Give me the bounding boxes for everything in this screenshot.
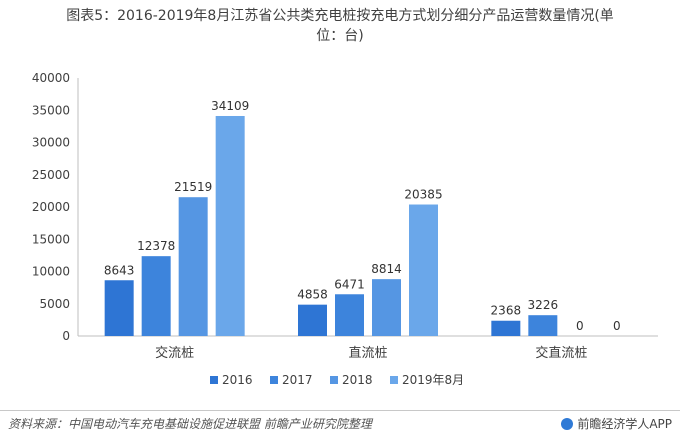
data-label: 3226 [528, 298, 559, 312]
data-label: 12378 [137, 239, 175, 253]
legend-swatch [330, 376, 338, 384]
data-label: 34109 [211, 99, 249, 113]
bar [335, 294, 364, 336]
y-tick-label: 0 [62, 329, 70, 343]
chart-title-line1: 图表5：2016-2019年8月江苏省公共类充电桩按充电方式划分细分产品运营数量… [66, 8, 614, 24]
legend-swatch [210, 376, 218, 384]
legend-label: 2017 [282, 373, 313, 387]
data-label: 8814 [371, 262, 402, 276]
y-tick-label: 40000 [32, 71, 70, 85]
data-label: 0 [576, 319, 584, 333]
y-tick-label: 35000 [32, 103, 70, 117]
bar [528, 315, 558, 336]
data-label: 21519 [174, 180, 212, 194]
bar-chart: 0 5000 10000 15000 20000 25000 30000 35000 40000… [32, 71, 658, 387]
bar [372, 279, 401, 336]
legend-swatch [390, 376, 398, 384]
brand-label: 前瞻经济学人APP [577, 417, 672, 431]
x-tick-label: 交直流桩 [535, 345, 587, 361]
y-tick-label: 20000 [32, 200, 70, 214]
y-tick-label: 30000 [32, 136, 70, 150]
data-label: 4858 [297, 288, 328, 302]
bar [104, 280, 134, 336]
x-tick-label: 交流桩 [155, 345, 194, 361]
data-label: 8643 [104, 263, 135, 277]
brand: 前瞻经济学人APP [561, 415, 672, 432]
chart-title: 图表5：2016-2019年8月江苏省公共类充电桩按充电方式划分细分产品运营数量… [0, 6, 680, 46]
bar [298, 304, 327, 336]
legend-label: 2019年8月 [402, 373, 464, 387]
bar [178, 197, 208, 336]
data-label: 6471 [334, 277, 365, 291]
y-tick-label: 10000 [32, 265, 70, 279]
x-tick-label: 直流桩 [348, 346, 387, 361]
y-tick-label: 25000 [32, 168, 70, 182]
source-note: 资料来源：中国电动汽车充电基础设施促进联盟 前瞻产业研究院整理 [8, 417, 372, 431]
bar [215, 115, 245, 336]
data-label: 20385 [404, 188, 442, 202]
legend-label: 2016 [222, 373, 253, 387]
legend-label: 2018 [342, 373, 373, 387]
y-tick-label: 5000 [39, 297, 70, 311]
y-tick-label: 15000 [32, 232, 70, 246]
chart-title-line2: 位：台) [316, 28, 364, 44]
bar [141, 256, 171, 336]
bar [409, 204, 438, 336]
brand-logo-icon [561, 418, 574, 430]
legend-swatch [270, 376, 278, 384]
data-label: 2368 [491, 304, 522, 318]
bar [491, 320, 521, 336]
footer: 资料来源：中国电动汽车充电基础设施促进联盟 前瞻产业研究院整理 前瞻经济学人AP… [0, 410, 680, 439]
data-label: 0 [613, 319, 621, 333]
